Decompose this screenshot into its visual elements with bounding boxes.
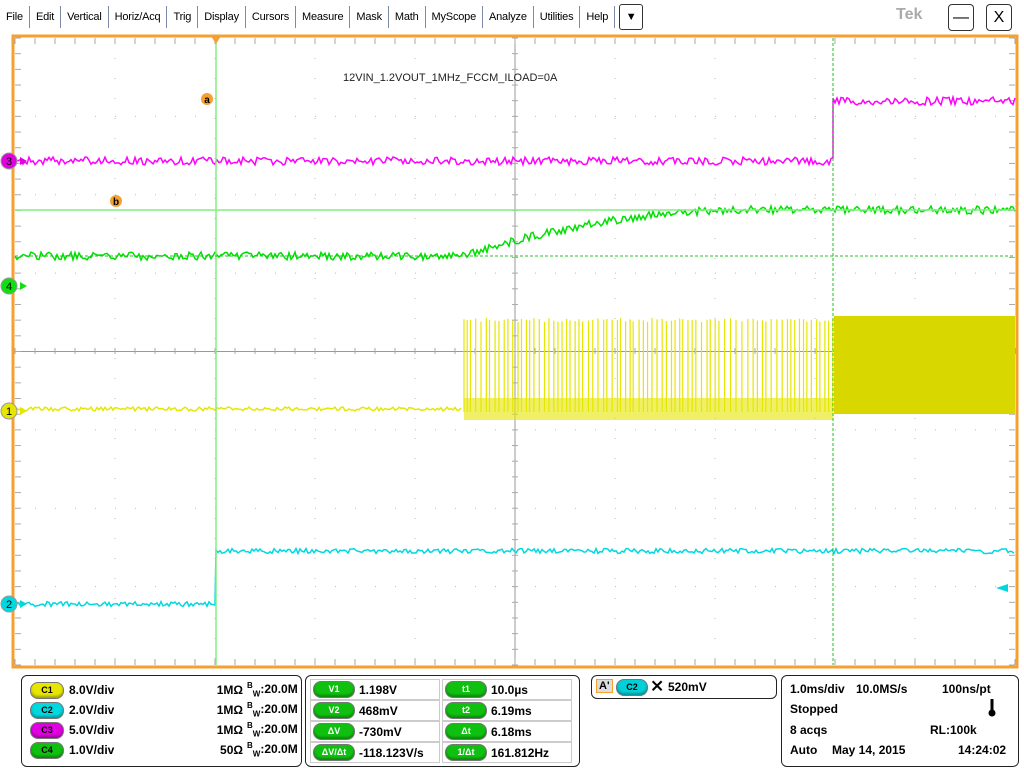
cursor-readout-left[interactable]: ΔV/Δt -118.123V/s xyxy=(310,742,440,763)
channel-marker-label: 3 xyxy=(6,156,12,168)
acquisition-panel[interactable]: 1.0ms/div 10.0MS/s 100ns/pt Stopped 8 ac… xyxy=(781,675,1019,767)
trigger-panel[interactable]: A' C2 ⨯ 520mV xyxy=(591,675,777,699)
cursor-badge[interactable]: V1 xyxy=(313,681,355,698)
date: May 14, 2015 xyxy=(832,743,905,757)
cursor-value: -118.123V/s xyxy=(359,746,424,760)
cursor-value: 6.19ms xyxy=(491,704,532,718)
trigger-level: 520mV xyxy=(668,680,707,694)
bw-value: 20.0M xyxy=(264,742,297,756)
cursor-readout-panel: V1 1.198V V2 468mV ΔV -730mV ΔV/Δt -118.123V/s t… xyxy=(305,675,580,767)
bw-w: W xyxy=(253,750,261,759)
channel-scale: 1.0V/div xyxy=(69,743,189,757)
acq-count: 8 acqs xyxy=(790,723,827,737)
acq-state: Stopped xyxy=(790,702,838,716)
cursor-value: 1.198V xyxy=(359,683,397,697)
waveform-display[interactable]: 12VIN_1.2VOUT_1MHz_FCCM_ILOAD=0Aa b 3 4 1 2 xyxy=(0,0,1024,670)
cursor-readout-left[interactable]: V1 1.198V xyxy=(310,679,440,700)
channel-marker-label: 1 xyxy=(6,406,12,418)
channel-scale: 8.0V/div xyxy=(69,683,189,697)
trigger-mode-label: A' xyxy=(596,679,613,693)
channel-scale: 5.0V/div xyxy=(69,723,189,737)
cursor-badge[interactable]: V2 xyxy=(313,702,355,719)
channel-bandwidth: BW:20.0M xyxy=(247,721,298,738)
channel-badge[interactable]: C2 xyxy=(30,702,64,719)
resolution: 100ns/pt xyxy=(942,682,991,696)
cursor-readout-left[interactable]: V2 468mV xyxy=(310,700,440,721)
bw-value: 20.0M xyxy=(264,702,297,716)
channel-bandwidth: BW:20.0M xyxy=(247,701,298,718)
cursor-value: 161.812Hz xyxy=(491,746,549,760)
channel-row-c1[interactable]: C1 8.0V/div 1MΩ BW:20.0M xyxy=(30,680,300,700)
bw-value: 20.0M xyxy=(264,722,297,736)
bw-w: W xyxy=(253,710,261,719)
cursor-label: b xyxy=(113,197,119,208)
channel-badge[interactable]: C4 xyxy=(30,742,64,759)
cursor-label: a xyxy=(204,95,210,106)
record-length: RL:100k xyxy=(930,723,977,737)
cursor-badge[interactable]: t1 xyxy=(445,681,487,698)
channel-impedance: 1MΩ xyxy=(203,723,243,737)
bw-w: W xyxy=(253,730,261,739)
bw-value: 20.0M xyxy=(264,682,297,696)
cursor-badge[interactable]: t2 xyxy=(445,702,487,719)
thermometer-icon xyxy=(988,699,994,715)
channel-row-c4[interactable]: C4 1.0V/div 50Ω BW:20.0M xyxy=(30,740,300,760)
channel-scale: 2.0V/div xyxy=(69,703,189,717)
bw-w: W xyxy=(253,690,261,699)
cursor-value: 10.0µs xyxy=(491,683,528,697)
trigger-mode: Auto xyxy=(790,743,817,757)
channel-impedance: 50Ω xyxy=(203,743,243,757)
cursor-badge[interactable]: Δt xyxy=(445,723,487,740)
cursor-readout-right[interactable]: t2 6.19ms xyxy=(442,700,572,721)
time: 14:24:02 xyxy=(958,743,1006,757)
cursor-readout-right[interactable]: t1 10.0µs xyxy=(442,679,572,700)
annotation-text: 12VIN_1.2VOUT_1MHz_FCCM_ILOAD=0A xyxy=(343,72,558,84)
cursor-value: 6.18ms xyxy=(491,725,532,739)
channel-row-c3[interactable]: C3 5.0V/div 1MΩ BW:20.0M xyxy=(30,720,300,740)
channel-bandwidth: BW:20.0M xyxy=(247,741,298,758)
channel-impedance: 1MΩ xyxy=(203,703,243,717)
timebase: 1.0ms/div xyxy=(790,682,845,696)
sample-rate: 10.0MS/s xyxy=(856,682,907,696)
cursor-readout-right[interactable]: Δt 6.18ms xyxy=(442,721,572,742)
trigger-source-badge: C2 xyxy=(616,679,648,696)
channel-badge[interactable]: C3 xyxy=(30,722,64,739)
cursor-readout-left[interactable]: ΔV -730mV xyxy=(310,721,440,742)
cursor-badge[interactable]: ΔV xyxy=(313,723,355,740)
channel-marker-label: 2 xyxy=(6,599,12,611)
cursor-badge[interactable]: ΔV/Δt xyxy=(313,744,355,761)
cursor-readout-right[interactable]: 1/Δt 161.812Hz xyxy=(442,742,572,763)
channel-settings-panel: C1 8.0V/div 1MΩ BW:20.0M C2 2.0V/div 1MΩ … xyxy=(21,675,302,767)
channel-badge[interactable]: C1 xyxy=(30,682,64,699)
channel-impedance: 1MΩ xyxy=(203,683,243,697)
cursor-value: -730mV xyxy=(359,725,402,739)
either-edge-icon: ⨯ xyxy=(650,676,664,696)
channel-marker-label: 4 xyxy=(6,281,12,293)
channel-bandwidth: BW:20.0M xyxy=(247,681,298,698)
cursor-badge[interactable]: 1/Δt xyxy=(445,744,487,761)
cursor-value: 468mV xyxy=(359,704,398,718)
channel-row-c2[interactable]: C2 2.0V/div 1MΩ BW:20.0M xyxy=(30,700,300,720)
